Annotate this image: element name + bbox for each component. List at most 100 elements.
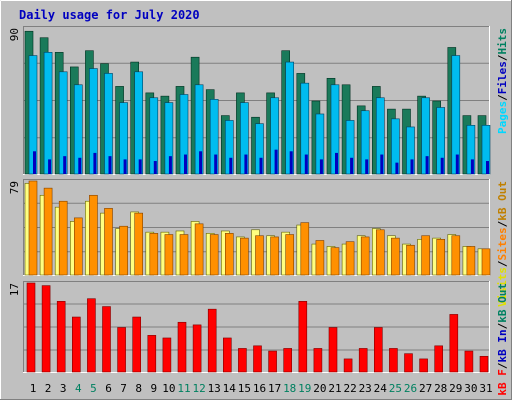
bar-kb-f: [238, 348, 247, 373]
bar-sites: [134, 212, 143, 276]
bar-sites: [481, 248, 491, 276]
bar-pages: [365, 159, 369, 174]
bar-pages: [486, 161, 489, 174]
bar-pages: [380, 154, 384, 174]
panel-2-ymax-label: 79: [8, 181, 21, 194]
bar-kb-f: [41, 285, 51, 373]
bar-kb-f: [283, 348, 293, 373]
x-tick-label: 25: [389, 382, 402, 395]
panel-3-legend: kB F/kB In/kB Out: [496, 283, 509, 396]
bar-pages: [93, 152, 97, 174]
x-tick-label: 7: [120, 382, 127, 395]
bar-pages: [48, 159, 52, 174]
chart-title: Daily usage for July 2020: [19, 8, 200, 22]
x-tick-label: 29: [449, 382, 462, 395]
bar-kb-f: [464, 350, 474, 373]
bar-sites: [315, 240, 325, 276]
bar-sites: [209, 234, 219, 276]
bar-pages: [274, 149, 278, 174]
bar-sites: [255, 235, 264, 276]
bar-kb-f: [72, 316, 81, 373]
bar-pages: [199, 151, 203, 174]
panel-1-legend-part: /: [496, 94, 509, 101]
bar-pages: [153, 161, 157, 174]
x-tick-label: 23: [359, 382, 372, 395]
panel-1-ymax-label: 90: [8, 28, 21, 41]
bar-sites: [406, 244, 415, 276]
panel-3: 17 kB F/kB In/kB Out: [8, 281, 509, 396]
x-tick-label: 9: [150, 382, 157, 395]
bar-sites: [240, 237, 249, 276]
panel-2-legend-part: /: [496, 260, 509, 267]
x-tick-label: 19: [298, 382, 311, 395]
bar-sites: [58, 200, 68, 276]
bar-sites: [119, 225, 128, 276]
bar-pages: [78, 157, 82, 174]
bar-kb-f: [298, 301, 308, 373]
bar-pages: [395, 162, 399, 174]
bar-sites: [225, 233, 234, 276]
bar-pages: [108, 156, 112, 174]
bar-pages: [138, 159, 142, 174]
bar-kb-f: [26, 282, 36, 373]
x-tick-label: 15: [238, 382, 251, 395]
bar-sites: [300, 222, 310, 276]
bar-pages: [123, 159, 127, 174]
bar-pages: [33, 151, 36, 174]
panel-3-legend-part: kB Out: [496, 283, 509, 323]
panel-3-legend-part: kB In: [496, 329, 509, 362]
x-tick-label: 14: [223, 382, 237, 395]
bar-kb-f: [343, 358, 353, 373]
bar-sites: [43, 187, 53, 276]
bar-pages: [440, 157, 444, 174]
bar-pages: [63, 156, 67, 174]
x-axis-labels: 1 2 3 4 5 6 7 8 9 10 11 12 13 14 15 16 17 18 19 20 21 22 23 24 2…: [30, 382, 493, 395]
x-tick-label: 27: [419, 382, 432, 395]
panel-1-legend-part: /: [496, 54, 509, 61]
x-tick-label: 17: [268, 382, 281, 395]
bar-files: [43, 52, 53, 175]
x-tick-label: 8: [135, 382, 142, 395]
bar-kb-f: [479, 355, 489, 373]
bar-kb-f: [389, 348, 398, 373]
x-tick-label: 21: [328, 382, 341, 395]
bar-pages: [319, 159, 323, 174]
bar-kb-f: [404, 353, 413, 373]
bar-sites: [466, 246, 476, 276]
bar-kb-f: [147, 335, 157, 373]
x-tick-label: 20: [313, 382, 326, 395]
panel-3-legend-part: /: [496, 322, 509, 329]
panel-1: 90 Pages/Files/Hits: [8, 26, 509, 175]
bar-kb-f: [328, 327, 338, 373]
bar-kb-f: [419, 358, 428, 373]
bar-pages: [425, 156, 429, 174]
x-tick-label: 28: [434, 382, 447, 395]
bar-kb-f: [268, 350, 277, 373]
x-tick-label: 3: [60, 382, 67, 395]
bar-pages: [304, 154, 308, 174]
bar-sites: [164, 234, 174, 276]
bar-sites: [360, 236, 370, 276]
bar-sites: [179, 234, 189, 276]
panel-1-legend: Pages/Files/Hits: [496, 28, 509, 134]
bar-kb-f: [449, 314, 459, 373]
bar-pages: [259, 157, 263, 174]
x-tick-label: 6: [105, 382, 112, 395]
bar-kb-f: [223, 337, 232, 373]
x-tick-label: 11: [177, 382, 190, 395]
bar-files: [134, 71, 143, 175]
x-tick-label: 13: [208, 382, 221, 395]
bar-kb-f: [434, 345, 444, 373]
bar-pages: [470, 159, 474, 174]
bar-kb-f: [132, 316, 141, 373]
panel-2-legend-part: Visits: [496, 267, 509, 307]
x-tick-label: 24: [374, 382, 388, 395]
x-tick-label: 26: [404, 382, 417, 395]
bar-kb-f: [192, 324, 202, 373]
panel-3-ymax-label: 17: [8, 283, 21, 296]
x-tick-label: 18: [283, 382, 296, 395]
bar-sites: [436, 239, 446, 276]
bar-sites: [28, 180, 38, 276]
bar-sites: [421, 235, 430, 276]
